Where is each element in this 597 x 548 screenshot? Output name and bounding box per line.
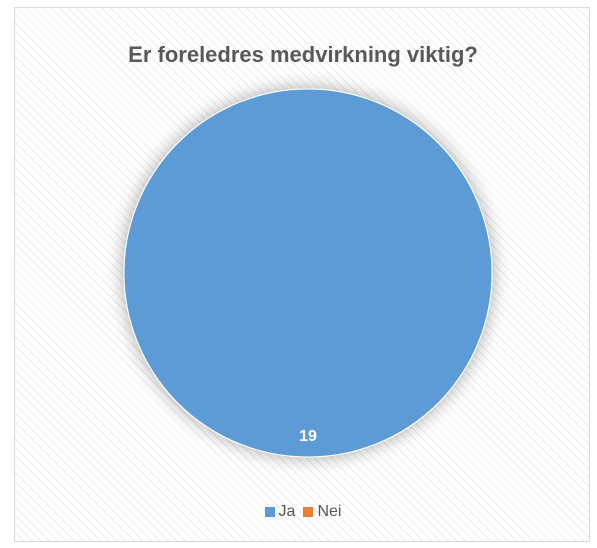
data-label-ja: 19 <box>299 428 317 445</box>
chart-title: Er foreledres medvirkning viktig? <box>128 42 478 67</box>
chart-area: Er foreledres medvirkning viktig? 19 Ja … <box>14 7 590 542</box>
legend-label-nei: Nei <box>317 503 342 520</box>
data-labels: 19 <box>299 428 317 445</box>
legend: Ja Nei <box>15 503 591 521</box>
pie-slices <box>123 88 493 458</box>
legend-swatch-nei <box>303 507 314 517</box>
legend-entry-nei: Nei <box>303 503 341 521</box>
pie-slice-ja <box>123 88 493 458</box>
legend-entry-ja: Ja <box>264 503 296 521</box>
legend-swatch-ja <box>264 507 275 517</box>
pie-chart: 19 <box>123 88 493 458</box>
legend-label-ja: Ja <box>278 503 296 520</box>
